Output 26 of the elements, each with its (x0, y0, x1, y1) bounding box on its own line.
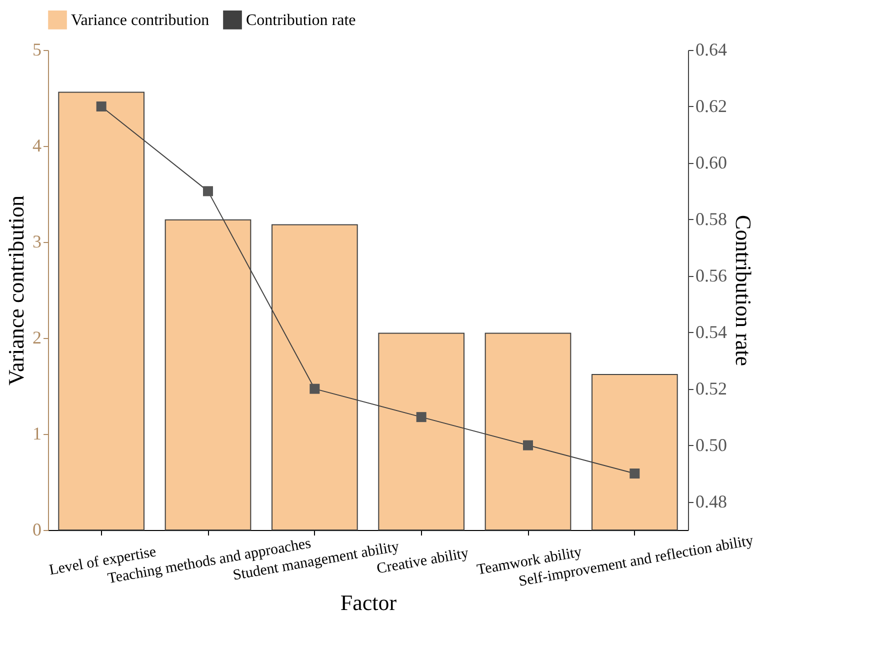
legend-label: Contribution rate (246, 12, 356, 29)
y2-tick-label: 0.58 (696, 208, 727, 229)
y2-tick-label: 0.62 (696, 96, 727, 116)
y-tick-label: 2 (32, 328, 42, 348)
x-axis-title: Factor (340, 590, 398, 615)
point (96, 101, 106, 112)
legend-label: Variance contribution (71, 12, 210, 29)
point (203, 186, 213, 196)
y2-tick-label: 0.48 (696, 491, 727, 512)
y-tick-label: 4 (32, 136, 42, 156)
y2-axis-title: Contribution rate (731, 215, 756, 366)
y-tick-label: 5 (32, 40, 42, 60)
y2-tick-label: 0.50 (696, 434, 727, 455)
y2-tick-label: 0.56 (696, 265, 727, 286)
point (310, 384, 320, 394)
point (416, 412, 426, 422)
y2-tick-label: 0.64 (696, 40, 727, 60)
y-axis-title: Variance contribution (4, 196, 28, 386)
y-tick-label: 3 (32, 232, 42, 252)
y2-tick-label: 0.54 (696, 322, 727, 342)
y2-tick-label: 0.52 (696, 378, 727, 398)
point (630, 468, 640, 479)
y-tick-label: 0 (32, 520, 42, 540)
y-tick-label: 1 (32, 424, 42, 444)
y2-tick-label: 0.60 (696, 152, 727, 172)
point (523, 440, 533, 450)
